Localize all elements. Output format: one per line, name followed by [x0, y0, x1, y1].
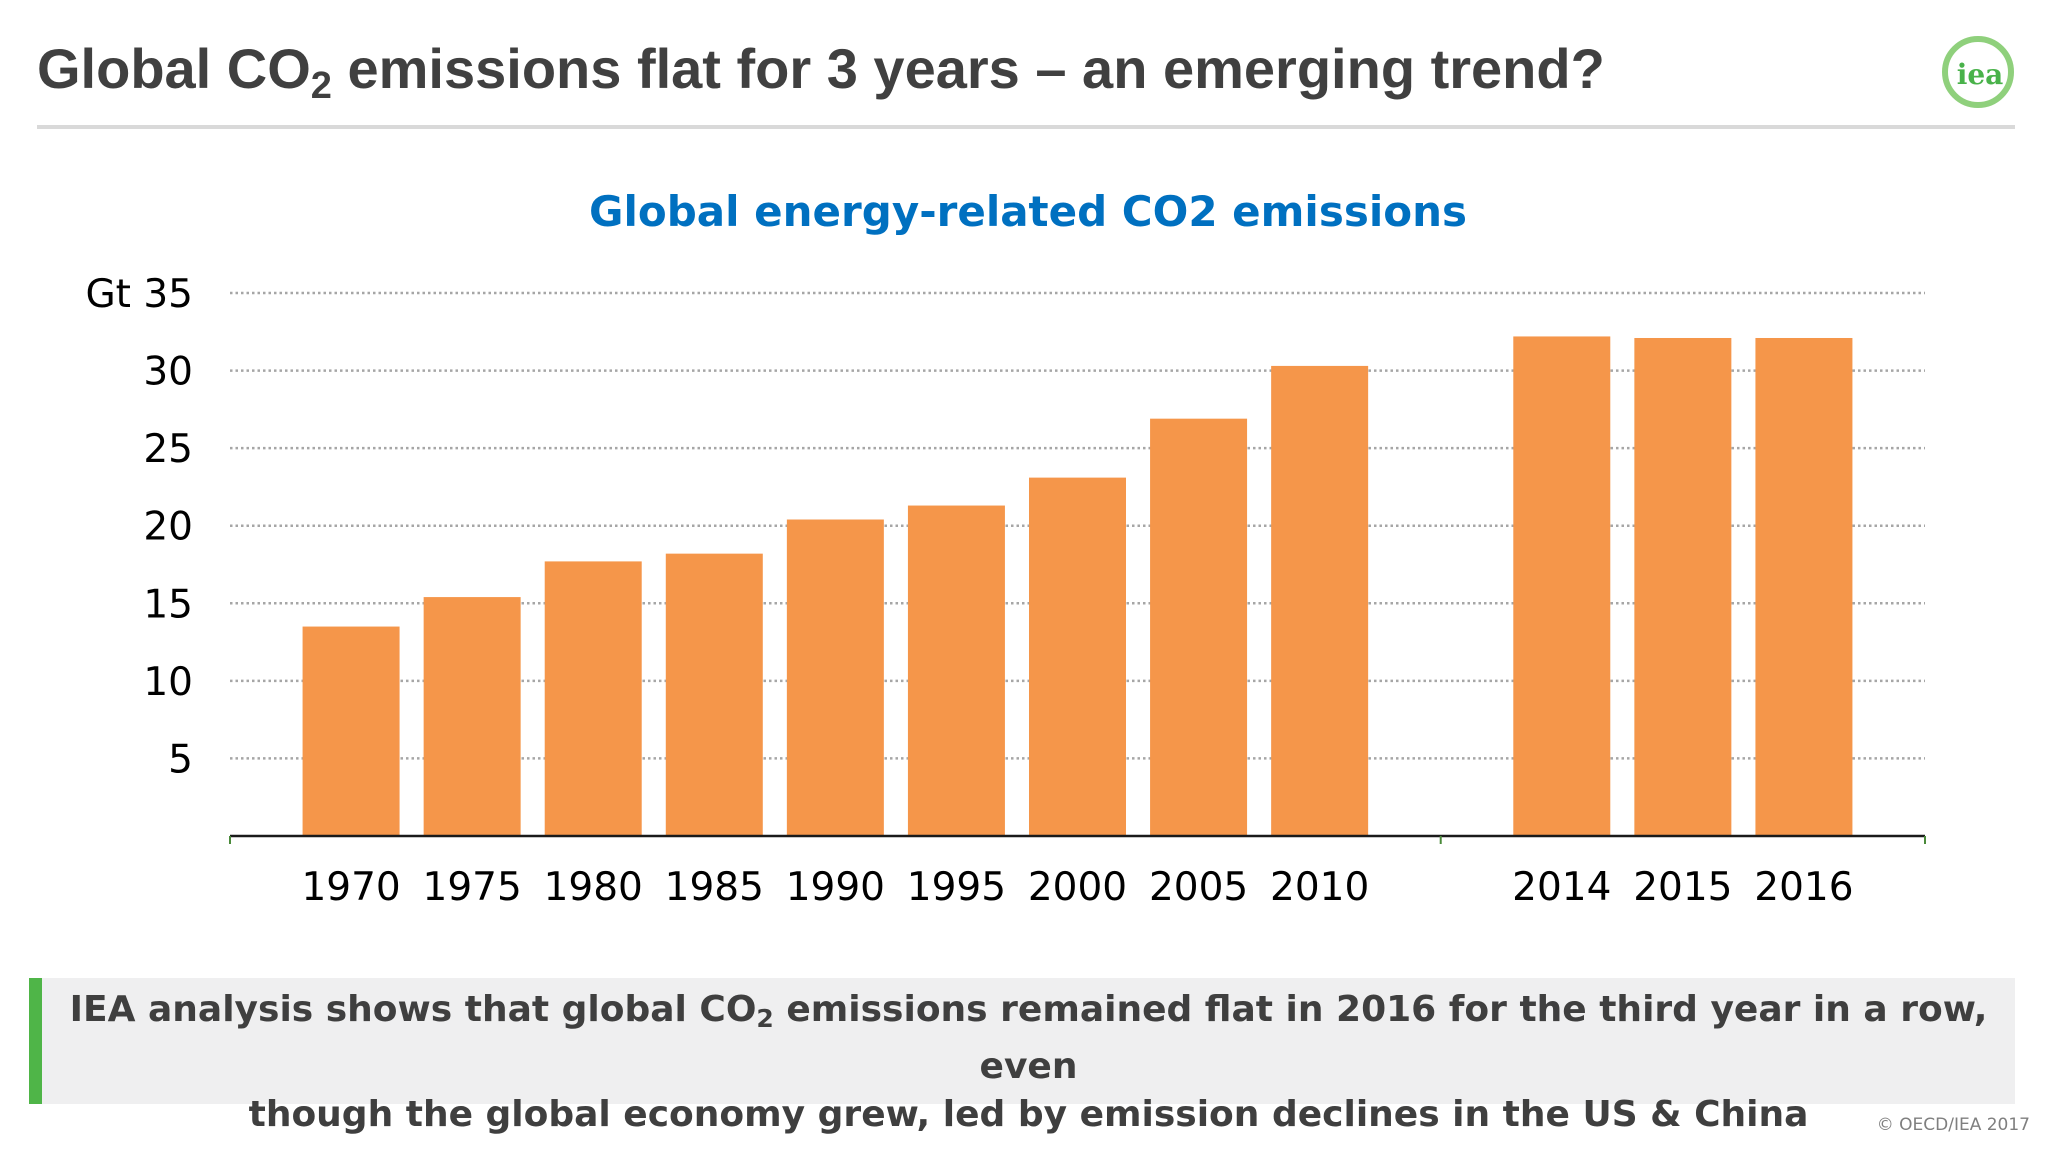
chart-title: Global energy-related CO2 emissions — [589, 187, 1467, 236]
bar-2005 — [1150, 418, 1248, 836]
slide-title: Global CO2 emissions flat for 3 years – … — [37, 36, 1605, 108]
x-tick-label: 2010 — [1270, 865, 1369, 910]
bar-2000 — [1029, 477, 1126, 836]
title-divider — [37, 125, 2015, 129]
y-tick-label: 10 — [143, 660, 193, 705]
title-subscript: 2 — [310, 65, 332, 107]
callout-subscript: 2 — [756, 1004, 774, 1033]
bar-1995 — [907, 505, 1005, 836]
x-tick-label: 2014 — [1512, 865, 1611, 910]
y-tick-label: 20 — [143, 505, 193, 550]
x-tick-label: 2015 — [1633, 865, 1732, 910]
x-tick-label: 2005 — [1149, 865, 1248, 910]
title-text-rest: emissions flat for 3 years – an emerging… — [331, 37, 1605, 100]
bar-chart: Global energy-related CO2 emissions 5 10 1… — [85, 187, 1926, 910]
callout-line1-rest: emissions remained flat in 2016 for the … — [773, 989, 1988, 1087]
bar-2010 — [1271, 365, 1369, 836]
x-tick-label: 2016 — [1754, 865, 1853, 910]
callout-box: IEA analysis shows that global CO2 emiss… — [29, 978, 2015, 1135]
x-tick-label: 1985 — [665, 865, 764, 910]
callout-text: IEA analysis shows that global CO2 emiss… — [42, 986, 2015, 1139]
bar-2015 — [1634, 337, 1732, 836]
bar-1990 — [786, 519, 884, 836]
y-tick-label: 30 — [143, 350, 193, 395]
x-tick-label: 2000 — [1028, 865, 1127, 910]
bar-1980 — [544, 561, 642, 836]
title-text: Global CO — [37, 37, 311, 100]
callout-accent-bar — [29, 978, 42, 1104]
bar-1975 — [423, 597, 521, 836]
callout-line2: though the global economy grew, led by e… — [248, 1094, 1809, 1135]
bar-1985 — [665, 553, 763, 836]
y-tick-label: 15 — [143, 582, 193, 627]
bar-2014 — [1513, 336, 1611, 836]
x-tick-label: 1995 — [907, 865, 1006, 910]
y-tick-label: 25 — [143, 427, 193, 472]
x-tick-label: 1970 — [301, 865, 400, 910]
x-tick-label: 1975 — [423, 865, 522, 910]
bar-1970 — [302, 626, 400, 836]
bar-2016 — [1755, 337, 1853, 836]
callout-line1: IEA analysis shows that global CO — [69, 989, 757, 1030]
svg-text:iea: iea — [1957, 58, 2004, 91]
x-tick-label: 1990 — [786, 865, 885, 910]
iea-logo: iea — [1942, 36, 2014, 108]
x-tick-label: 1980 — [544, 865, 643, 910]
y-tick-label: 5 — [168, 737, 193, 782]
y-tick-label: Gt 35 — [85, 272, 193, 317]
copyright: © OECD/IEA 2017 — [1876, 1115, 2030, 1135]
